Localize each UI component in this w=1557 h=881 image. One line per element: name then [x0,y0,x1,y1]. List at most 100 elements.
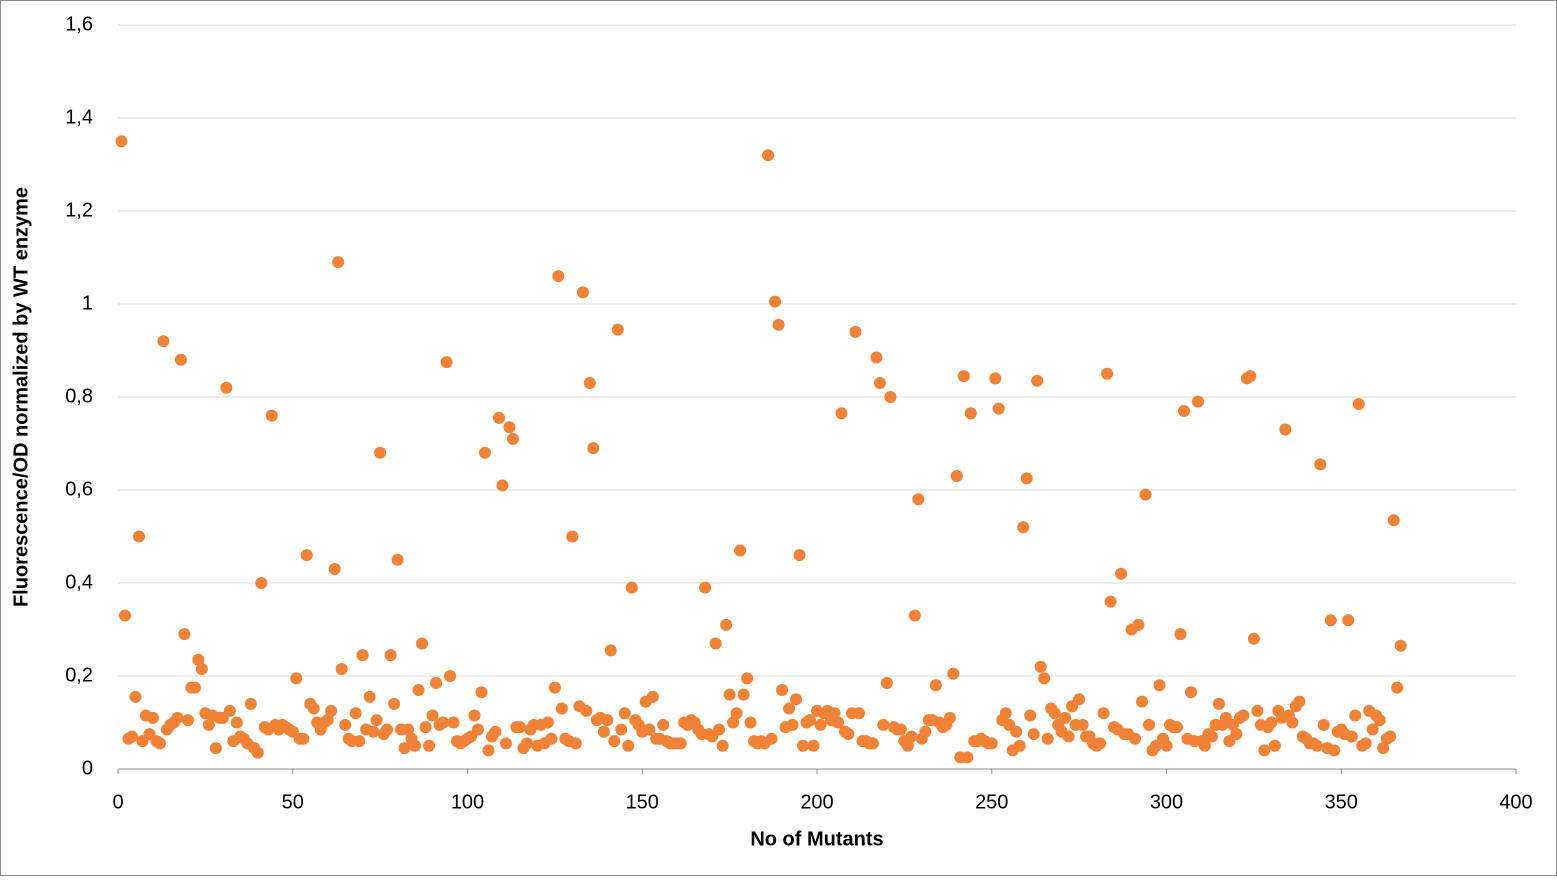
data-point [608,735,621,748]
data-point [520,737,533,750]
data-point [1038,672,1051,685]
data-point [1328,744,1341,757]
data-point [398,742,411,755]
data-point [153,737,166,750]
data-point [1073,693,1086,706]
data-point [545,732,558,745]
data-point [943,711,956,724]
data-point [178,628,191,641]
data-point [807,739,820,752]
data-point [423,739,436,752]
data-point [1377,742,1390,755]
data-point [335,663,348,676]
data-point [496,479,509,492]
data-point [611,323,624,336]
data-point [412,683,425,696]
data-point [1251,704,1264,717]
data-point [1293,695,1306,708]
data-point [674,737,687,750]
data-point [905,730,918,743]
data-point [894,723,907,736]
data-point [223,704,236,717]
data-point [1024,709,1037,722]
data-point [1352,397,1365,410]
data-point [1191,395,1204,408]
data-point [992,402,1005,415]
data-point [471,723,484,736]
data-point [220,381,233,394]
data-point [1230,728,1243,741]
data-point [1268,739,1281,752]
data-point [1048,707,1061,720]
data-point [643,723,656,736]
data-point [478,446,491,459]
data-point [852,707,865,720]
data-point [657,718,670,731]
data-point [1387,514,1400,527]
data-point [300,549,313,562]
data-point [468,709,481,722]
data-point [737,688,750,701]
data-point [1317,718,1330,731]
data-point [783,702,796,715]
data-point [873,377,886,390]
data-point [723,688,736,701]
data-point [328,563,341,576]
data-point [880,676,893,689]
y-tick-label: 0 [82,757,93,779]
data-point [1324,614,1337,627]
data-point [416,637,429,650]
data-point [615,723,628,736]
data-point [786,718,799,731]
data-point [625,581,638,594]
data-point [1384,730,1397,743]
data-point [157,335,170,348]
data-point [430,676,443,689]
y-tick-label: 0,8 [65,385,93,407]
data-point [842,728,855,741]
data-point [870,351,883,364]
x-tick-label: 50 [282,791,304,813]
data-point [440,356,453,369]
data-point [961,751,974,764]
data-point [265,409,278,422]
data-point [734,544,747,557]
data-point [332,256,345,269]
data-point [1177,404,1190,417]
data-point [884,391,897,403]
data-point [1013,739,1026,752]
data-point [409,739,422,752]
data-point [727,716,740,729]
data-point [192,653,205,666]
x-axis-title: No of Mutants [750,828,883,850]
data-point [370,714,383,727]
data-point [1094,737,1107,750]
data-point [1017,521,1030,534]
data-point [716,739,729,752]
x-tick-label: 150 [626,791,659,813]
data-point [1373,714,1386,727]
data-point [209,742,222,755]
y-tick-label: 0,6 [65,478,93,500]
data-point [1391,681,1404,694]
data-point [814,718,827,731]
data-point [1136,695,1149,708]
data-point [1265,716,1278,729]
data-point [1010,725,1023,738]
data-point [255,577,268,589]
data-point [174,353,187,366]
data-point [576,286,589,299]
data-point [919,725,932,738]
data-point [908,609,921,622]
data-point [391,553,404,566]
data-point [957,370,970,383]
data-point [321,714,334,727]
data-point [251,746,264,759]
data-point [555,702,568,715]
data-point [489,725,502,738]
data-point [503,421,516,434]
data-point [912,493,925,506]
data-point [866,737,879,750]
data-point [1394,639,1407,652]
y-tick-label: 0,2 [65,664,93,686]
